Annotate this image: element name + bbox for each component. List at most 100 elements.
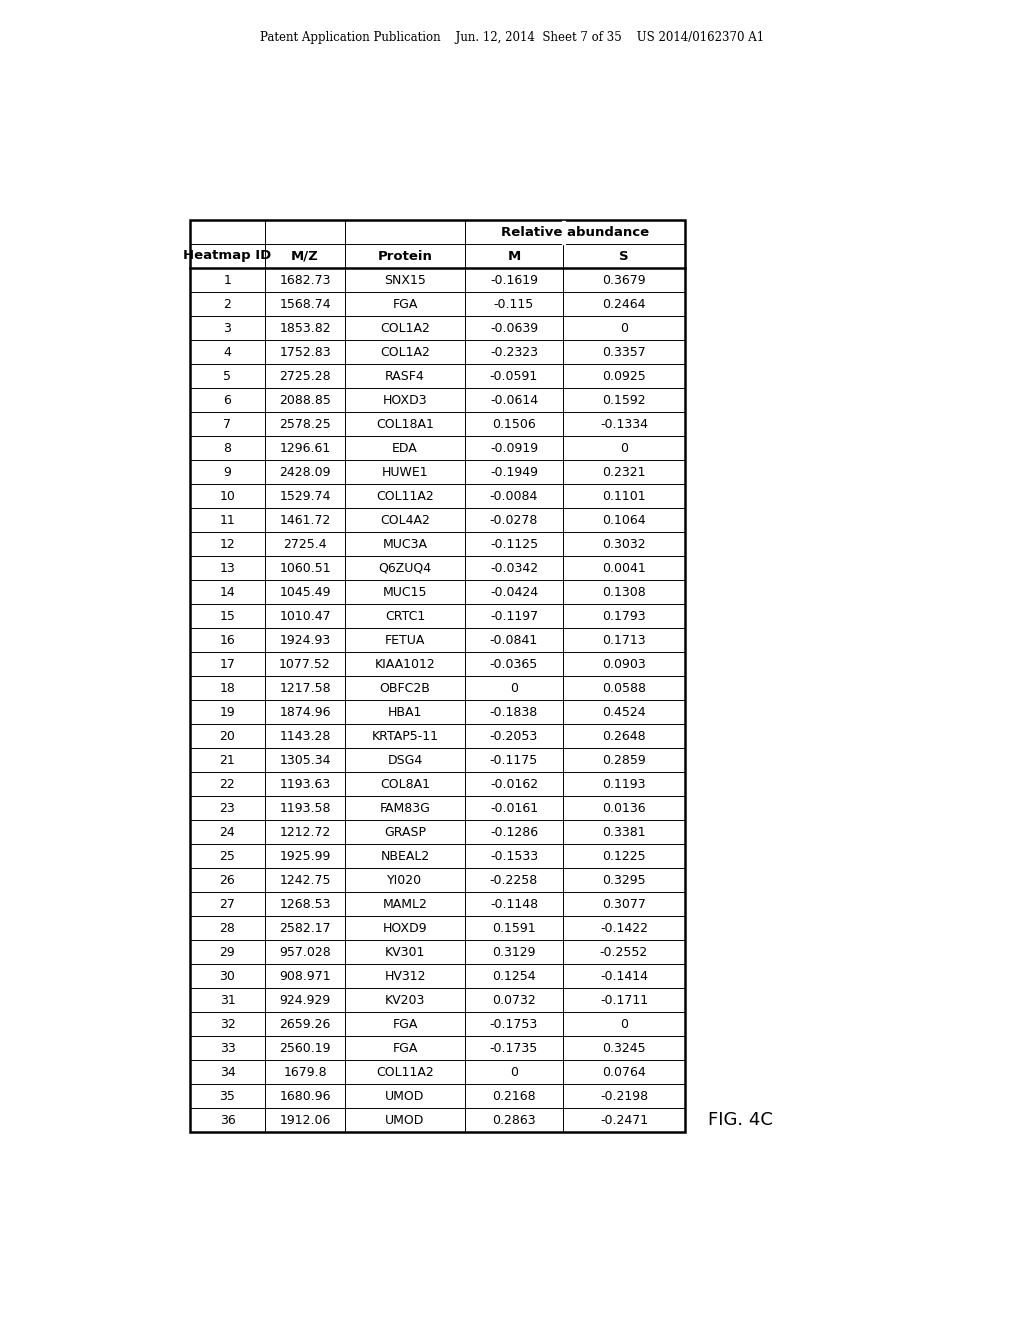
Text: -0.0424: -0.0424 — [489, 586, 538, 598]
Text: 1568.74: 1568.74 — [280, 297, 331, 310]
Text: 0.0903: 0.0903 — [602, 657, 646, 671]
Text: FIG. 4C: FIG. 4C — [708, 1111, 772, 1129]
Text: -0.0342: -0.0342 — [489, 561, 538, 574]
Text: 27: 27 — [219, 898, 236, 911]
Text: EDA: EDA — [392, 441, 418, 454]
Text: 0.3077: 0.3077 — [602, 898, 646, 911]
Text: 12: 12 — [219, 537, 236, 550]
Text: HBA1: HBA1 — [388, 705, 422, 718]
Text: 8: 8 — [223, 441, 231, 454]
Text: -0.0278: -0.0278 — [489, 513, 539, 527]
Text: 1193.63: 1193.63 — [280, 777, 331, 791]
Text: 1680.96: 1680.96 — [280, 1089, 331, 1102]
Text: 1045.49: 1045.49 — [280, 586, 331, 598]
Text: 0.2168: 0.2168 — [493, 1089, 536, 1102]
Text: -0.0365: -0.0365 — [489, 657, 539, 671]
Text: 0.2648: 0.2648 — [602, 730, 646, 742]
Text: 2: 2 — [223, 297, 231, 310]
Text: HUWE1: HUWE1 — [382, 466, 428, 479]
Text: -0.2258: -0.2258 — [489, 874, 539, 887]
Text: Heatmap ID: Heatmap ID — [183, 249, 271, 263]
Text: CRTC1: CRTC1 — [385, 610, 425, 623]
Text: -0.1334: -0.1334 — [600, 417, 648, 430]
Text: 0.0732: 0.0732 — [493, 994, 536, 1006]
Text: 32: 32 — [219, 1018, 236, 1031]
Text: 26: 26 — [219, 874, 236, 887]
Text: NBEAL2: NBEAL2 — [380, 850, 430, 862]
Text: Q6ZUQ4: Q6ZUQ4 — [379, 561, 431, 574]
Text: 2428.09: 2428.09 — [280, 466, 331, 479]
Text: 10: 10 — [219, 490, 236, 503]
Text: -0.0084: -0.0084 — [489, 490, 539, 503]
Text: -0.1619: -0.1619 — [490, 273, 538, 286]
Text: -0.1148: -0.1148 — [489, 898, 538, 911]
Text: MUC15: MUC15 — [383, 586, 427, 598]
Text: 0.3381: 0.3381 — [602, 825, 646, 838]
Text: UMOD: UMOD — [385, 1089, 425, 1102]
Text: -0.2323: -0.2323 — [490, 346, 538, 359]
Text: 0.3032: 0.3032 — [602, 537, 646, 550]
Text: 0.0136: 0.0136 — [602, 801, 646, 814]
Text: 28: 28 — [219, 921, 236, 935]
Text: 0.1506: 0.1506 — [493, 417, 536, 430]
Text: 0: 0 — [620, 322, 628, 334]
Text: KV301: KV301 — [385, 945, 425, 958]
Text: KRTAP5-11: KRTAP5-11 — [372, 730, 438, 742]
Text: -0.115: -0.115 — [494, 297, 535, 310]
Text: FGA: FGA — [392, 297, 418, 310]
Text: 2088.85: 2088.85 — [280, 393, 331, 407]
Text: 0.1254: 0.1254 — [493, 969, 536, 982]
Text: 1925.99: 1925.99 — [280, 850, 331, 862]
Text: 957.028: 957.028 — [280, 945, 331, 958]
Text: M/Z: M/Z — [291, 249, 318, 263]
Text: 0: 0 — [620, 441, 628, 454]
Text: -0.2198: -0.2198 — [600, 1089, 648, 1102]
Text: -0.1949: -0.1949 — [490, 466, 538, 479]
Text: S: S — [620, 249, 629, 263]
Text: 19: 19 — [219, 705, 236, 718]
Text: 1: 1 — [223, 273, 231, 286]
Text: -0.0639: -0.0639 — [489, 322, 538, 334]
Text: 0.1193: 0.1193 — [602, 777, 646, 791]
Text: 0: 0 — [620, 1018, 628, 1031]
Text: 13: 13 — [219, 561, 236, 574]
Text: 0.1225: 0.1225 — [602, 850, 646, 862]
Text: 0.3245: 0.3245 — [602, 1041, 646, 1055]
Text: FGA: FGA — [392, 1041, 418, 1055]
Text: 2659.26: 2659.26 — [280, 1018, 331, 1031]
Text: 20: 20 — [219, 730, 236, 742]
Text: YI020: YI020 — [387, 874, 423, 887]
Text: COL8A1: COL8A1 — [380, 777, 430, 791]
Text: 0.0764: 0.0764 — [602, 1065, 646, 1078]
Text: 7: 7 — [223, 417, 231, 430]
Text: 14: 14 — [219, 586, 236, 598]
Text: -0.1711: -0.1711 — [600, 994, 648, 1006]
Text: 31: 31 — [219, 994, 236, 1006]
Text: 0: 0 — [510, 681, 518, 694]
Text: FGA: FGA — [392, 1018, 418, 1031]
Text: 0.2321: 0.2321 — [602, 466, 646, 479]
Text: -0.1838: -0.1838 — [489, 705, 539, 718]
Text: 2725.28: 2725.28 — [280, 370, 331, 383]
Text: Relative abundance: Relative abundance — [501, 226, 649, 239]
Text: 1242.75: 1242.75 — [280, 874, 331, 887]
Text: 1212.72: 1212.72 — [280, 825, 331, 838]
Text: 23: 23 — [219, 801, 236, 814]
Text: -0.0591: -0.0591 — [489, 370, 539, 383]
Text: -0.1175: -0.1175 — [489, 754, 539, 767]
Text: 0.1713: 0.1713 — [602, 634, 646, 647]
Text: 25: 25 — [219, 850, 236, 862]
Text: FETUA: FETUA — [385, 634, 425, 647]
Text: 15: 15 — [219, 610, 236, 623]
Text: 2560.19: 2560.19 — [280, 1041, 331, 1055]
Text: 1268.53: 1268.53 — [280, 898, 331, 911]
Text: 0.1592: 0.1592 — [602, 393, 646, 407]
Text: -0.1414: -0.1414 — [600, 969, 648, 982]
Text: -0.0162: -0.0162 — [489, 777, 538, 791]
Text: 36: 36 — [219, 1114, 236, 1126]
Text: 0: 0 — [510, 1065, 518, 1078]
Text: -0.0614: -0.0614 — [489, 393, 538, 407]
Text: 1682.73: 1682.73 — [280, 273, 331, 286]
Text: 0.0041: 0.0041 — [602, 561, 646, 574]
Text: -0.2552: -0.2552 — [600, 945, 648, 958]
